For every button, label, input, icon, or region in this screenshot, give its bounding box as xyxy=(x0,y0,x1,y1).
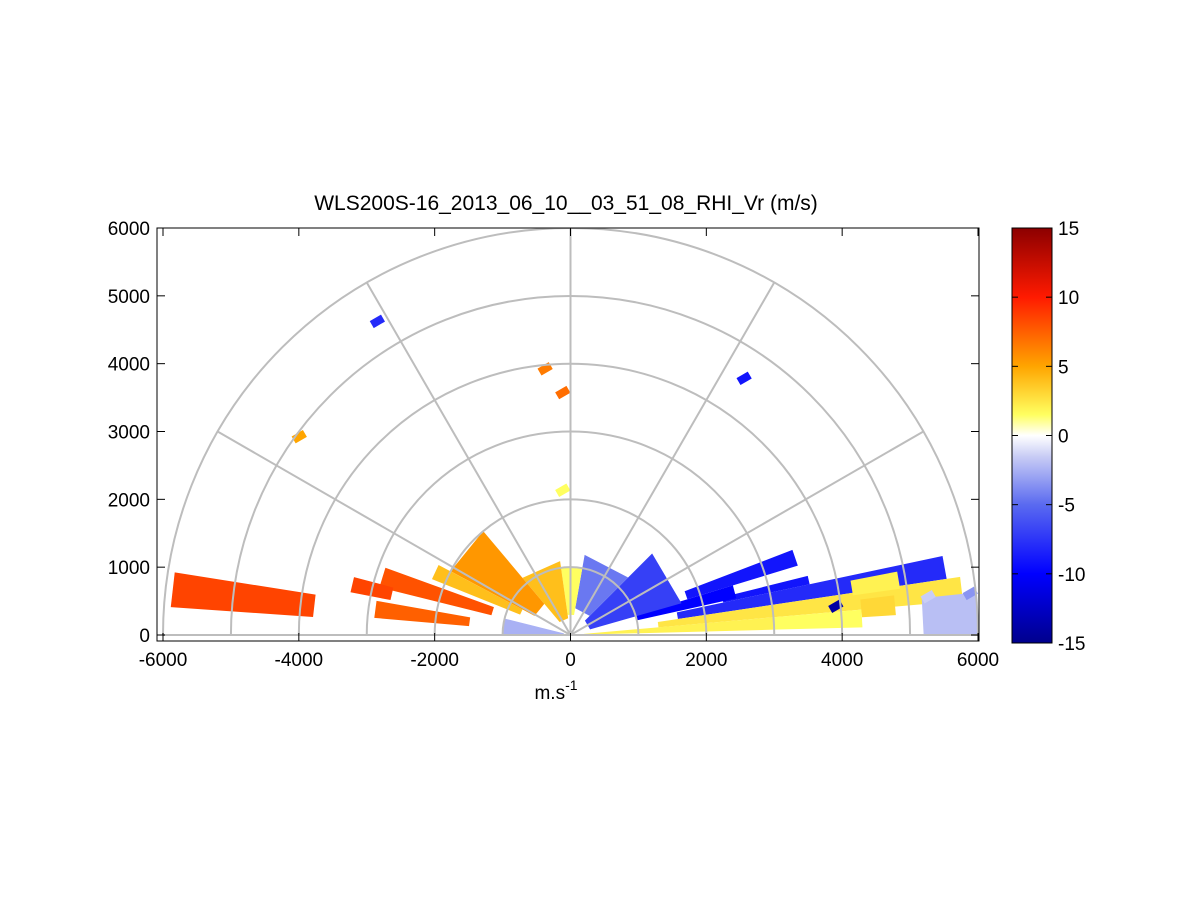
polar-spoke-5 xyxy=(217,430,571,636)
isolated-return-3 xyxy=(555,385,571,400)
colorbar-tick-label-3: 0 xyxy=(1058,427,1069,448)
isolated-return-1 xyxy=(291,429,307,444)
plot-area: -6000 -4000 -2000 0 2000 4000 6000 0 1000 2000 30… xyxy=(108,219,999,671)
y-tick-label-2: 2000 xyxy=(108,490,150,511)
polar-spoke-1 xyxy=(570,430,924,636)
scan-sector-9 xyxy=(860,595,896,618)
colorbar-gradient xyxy=(1011,227,1053,644)
polar-spoke-2 xyxy=(569,282,776,636)
x-axis: -6000 -4000 -2000 0 2000 4000 6000 xyxy=(139,228,999,671)
y-tick-label-5: 5000 xyxy=(108,287,150,308)
isolated-return-8 xyxy=(920,590,936,604)
colorbar-tick-label-2: 5 xyxy=(1058,357,1069,378)
x-tick-label-0: -6000 xyxy=(139,650,188,671)
y-tick-label-6: 6000 xyxy=(108,219,150,240)
scan-sector-10 xyxy=(850,571,901,596)
axes-frame xyxy=(156,227,980,642)
isolated-return-4 xyxy=(736,371,752,386)
colorbar-tick-label-4: -5 xyxy=(1058,496,1075,517)
scan-sector-11 xyxy=(561,567,583,615)
colorbar-tick-label-1: 10 xyxy=(1058,288,1079,309)
scan-sector-19 xyxy=(502,618,564,635)
x-tick-label-6: 6000 xyxy=(957,650,999,671)
colorbar: 15 10 5 0 -5 -10 -15 xyxy=(1011,219,1085,655)
colorbar-tick-label-5: -10 xyxy=(1058,565,1085,586)
x-tick-label-5: 4000 xyxy=(821,650,863,671)
x-tick-label-1: -4000 xyxy=(275,650,324,671)
chart-title: WLS200S-16_2013_06_10__03_51_08_RHI_Vr (… xyxy=(314,192,818,215)
scan-sector-1 xyxy=(722,575,810,603)
scan-sector-8 xyxy=(773,609,863,630)
scan-sector-2 xyxy=(635,585,737,621)
y-axis: 0 1000 2000 3000 4000 5000 6000 xyxy=(108,219,979,647)
scan-sector-3 xyxy=(684,549,798,600)
scan-sector-14 xyxy=(431,564,523,615)
x-tick-label-3: 0 xyxy=(565,650,576,671)
scan-sector-20 xyxy=(921,592,978,635)
x-axis-label: m.s-1 xyxy=(534,677,577,704)
scan-sector-18 xyxy=(170,572,316,618)
scan-sector-0 xyxy=(676,556,947,619)
isolated-return-7 xyxy=(962,586,978,601)
scan-sector-17 xyxy=(374,600,471,627)
scan-sector-7 xyxy=(584,617,775,635)
isolated-return-5 xyxy=(555,483,571,497)
y-tick-label-4: 4000 xyxy=(108,355,150,376)
colorbar-tick-label-6: -15 xyxy=(1058,634,1085,655)
colorbar-tick-label-0: 15 xyxy=(1058,219,1079,240)
scan-sector-13 xyxy=(450,531,545,616)
scan-sector-15 xyxy=(379,567,494,616)
y-tick-label-1: 1000 xyxy=(108,558,150,579)
x-tick-label-4: 2000 xyxy=(685,650,727,671)
y-tick-label-0: 0 xyxy=(139,626,150,647)
colorbar-ticks: 15 10 5 0 -5 -10 -15 xyxy=(1012,219,1085,655)
scan-sector-4 xyxy=(584,553,682,630)
x-tick-label-2: -2000 xyxy=(410,650,459,671)
polar-spoke-4 xyxy=(365,282,572,636)
scan-data-layer xyxy=(170,314,978,635)
isolated-return-0 xyxy=(369,314,385,329)
y-tick-label-3: 3000 xyxy=(108,423,150,444)
polar-grid xyxy=(162,228,979,636)
